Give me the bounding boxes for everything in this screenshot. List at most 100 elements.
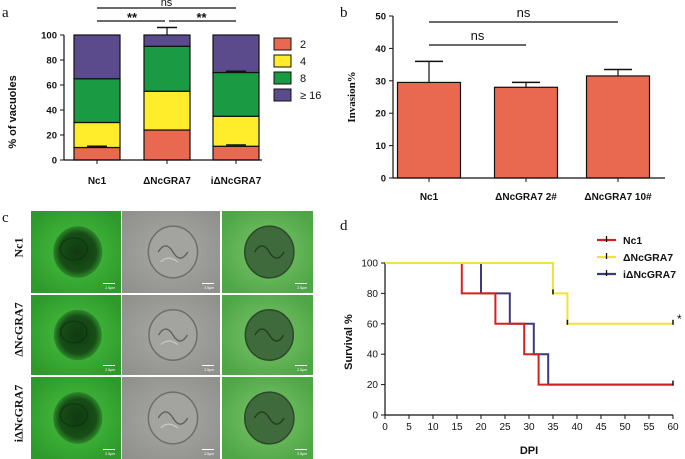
- micrograph-image: [222, 377, 313, 459]
- micrograph-tile-merge: 2.5μm: [222, 377, 313, 459]
- micrograph-scale-bar: [103, 365, 115, 366]
- micrograph-image: [31, 211, 121, 293]
- panel-a-y-tick-label: 0: [52, 156, 57, 167]
- panel-d-x-tick-label: 60: [667, 422, 679, 433]
- panel-d-x-tick-label: 20: [475, 422, 487, 433]
- micrograph-scale-label: 2.5μm: [204, 452, 214, 456]
- panel-b-letter: b: [340, 5, 348, 21]
- micrograph-scale-label: 2.5μm: [204, 286, 214, 290]
- panel-a-bracket-label: **: [127, 10, 138, 25]
- panel-b-y-tick-label: 30: [375, 76, 386, 87]
- micrograph-image: [222, 295, 313, 375]
- panel-d-letter: d: [340, 218, 348, 234]
- panel-b-y-axis: 0 10 20 30 40 50: [375, 12, 394, 185]
- panel-d-legend-label: iΔNcGRA7: [623, 269, 676, 281]
- panel-a-bar-segment: [73, 146, 121, 161]
- micrograph-scale-label: 2.5μm: [105, 286, 115, 290]
- panel-b-y-tick-label: 50: [375, 12, 386, 23]
- panel-d-x-tick-label: 15: [451, 422, 463, 433]
- micrograph-scale-bar: [202, 449, 214, 450]
- panel-b-bracket-label: ns: [517, 5, 531, 20]
- panel-a-legend-swatch: [273, 54, 292, 68]
- panel-b-x-tick-label: ΔNcGRA7 2#: [495, 192, 557, 200]
- panel-a-y-axis: 0 20 40 60 80 100: [41, 31, 65, 167]
- micrograph-scale-label: 2.5μm: [297, 286, 307, 290]
- panel-a-x-tick-label: iΔNcGRA7: [211, 176, 262, 187]
- panel-d-ylabel: Survival %: [343, 314, 355, 370]
- micrograph-tile-gray: 2.5μm: [122, 295, 220, 375]
- panel-b-bar: [493, 86, 559, 179]
- panel-d-y-tick-label: 40: [367, 350, 379, 361]
- panel-a-bar-segment: [212, 71, 260, 117]
- panel-a-bar-segment: [73, 78, 121, 124]
- panel-c-micrographs: c Nc1 ΔNcGRA7 iΔNcGRA7 2.5μm 2.5μm: [0, 210, 335, 459]
- panel-a-error-bars: [87, 26, 246, 148]
- panel-a-bar-segment: [143, 90, 191, 131]
- panel-a-legend-swatch: [273, 88, 292, 102]
- panel-b-x-axis: Nc1 ΔNcGRA7 2# ΔNcGRA7 10#: [393, 177, 665, 200]
- micrograph-tile-merge: 2.5μm: [222, 295, 313, 375]
- micrograph-tile-green: 2.5μm: [31, 211, 121, 293]
- panel-a-x-tick-label: Nc1: [88, 176, 107, 187]
- panel-a-y-tick-label: 60: [46, 81, 57, 92]
- micrograph-scale-label: 2.5μm: [297, 452, 307, 456]
- panel-a-bar-segment: [143, 34, 191, 47]
- panel-d-line-dgra7: [385, 262, 673, 325]
- panel-d-x-tick-label: 40: [571, 422, 583, 433]
- panel-a-legend-swatch: [273, 71, 292, 85]
- panel-a-bar-segment: [73, 34, 121, 80]
- panel-d-significance: *: [677, 312, 682, 326]
- panel-a-bars: [73, 34, 260, 161]
- panel-a-bar-segment: [73, 121, 121, 149]
- panel-a-y-tick-label: 20: [46, 131, 57, 142]
- panel-a-legend-label: ≥ 16: [300, 90, 321, 102]
- panel-d-survival-lines: [385, 262, 674, 386]
- panel-b-bar: [396, 81, 462, 179]
- panel-a-stacked-bar-chart: a % of vacuoles 0 20 40 60 80 100 Nc1 ΔNcGRA7 i…: [2, 0, 321, 187]
- panel-d-x-tick-label: 45: [595, 422, 607, 433]
- micrograph-scale-bar: [202, 283, 214, 284]
- panel-d-axes: 0 5 10 15 20 25 30 35 40 45 50 55 60 0 20 40 60 80 100: [361, 259, 679, 434]
- panel-b-x-tick-label: Nc1: [420, 192, 439, 200]
- panel-d-y-tick-label: 80: [367, 289, 379, 300]
- micrograph-scale-bar: [295, 449, 307, 450]
- micrograph-tile-green: 2.5μm: [31, 377, 121, 459]
- panel-a-bracket-label: ns: [161, 0, 173, 9]
- micrograph-scale-bar: [295, 365, 307, 366]
- micro-row-label-idgra7: iΔNcGRA7: [11, 384, 26, 443]
- panel-d-xlabel: DPI: [520, 445, 538, 457]
- panel-d-x-tick-label: 25: [499, 422, 511, 433]
- panel-a-x-axis: Nc1 ΔNcGRA7 iΔNcGRA7: [64, 159, 262, 187]
- panel-a-legend-swatch: [273, 37, 292, 51]
- panel-d-x-tick-label: 5: [406, 422, 412, 433]
- micrograph-image: [31, 295, 121, 375]
- panel-a-x-tick-label: ΔNcGRA7: [143, 176, 191, 187]
- micrograph-scale-bar: [202, 365, 214, 366]
- panel-a-y-tick-label: 100: [41, 31, 57, 42]
- panel-b-y-tick-label: 10: [375, 141, 386, 152]
- panel-d-legend-label: ΔNcGRA7: [623, 252, 673, 264]
- panel-d-x-tick-label: 10: [427, 422, 439, 433]
- panel-b-invasion-bar-chart: b Invasion% 0 10 20 30 40 50 Nc1 ΔNcGRA7 2# ΔNc…: [340, 5, 665, 200]
- panel-b-ylabel: Invasion%: [346, 71, 358, 122]
- micro-row-label-nc1: Nc1: [11, 237, 26, 258]
- panel-b-bar: [585, 75, 651, 179]
- panel-a-bar-segment: [212, 145, 260, 161]
- micrograph-image: [31, 377, 121, 459]
- panel-d-y-tick-label: 0: [372, 411, 378, 422]
- panel-b-y-tick-label: 40: [375, 44, 386, 55]
- panel-d-x-tick-label: 30: [523, 422, 535, 433]
- micrograph-tile-gray: 2.5μm: [122, 377, 220, 459]
- panel-a-bracket-label: **: [196, 10, 207, 25]
- panel-b-x-tick-label: ΔNcGRA7 10#: [584, 192, 652, 200]
- panel-d-survival-curve: d Survival % DPI * 0 5 10 15 20 25 30 35 40 45 50 5…: [340, 218, 682, 457]
- panel-d-y-tick-label: 20: [367, 380, 379, 391]
- panel-b-y-tick-label: 20: [375, 109, 386, 120]
- panel-a-y-tick-label: 40: [46, 106, 57, 117]
- micrograph-scale-bar: [103, 449, 115, 450]
- panel-b-bracket-label: ns: [471, 28, 485, 43]
- micrograph-image: [122, 377, 220, 459]
- panel-b-bars: [396, 60, 651, 179]
- panel-d-legend: Nc1 ΔNcGRA7 iΔNcGRA7: [597, 235, 676, 281]
